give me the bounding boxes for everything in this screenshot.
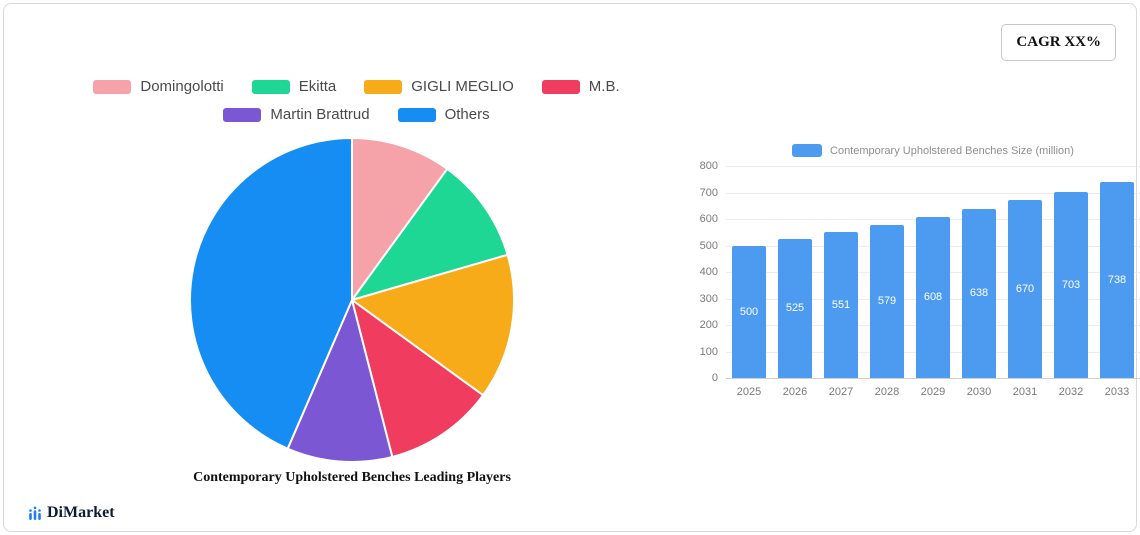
bar-2030[interactable]: 638 xyxy=(962,208,996,378)
bar-column: 738 xyxy=(1094,166,1140,378)
bar-column: 670 xyxy=(1002,166,1048,378)
bar-2032[interactable]: 703 xyxy=(1054,191,1088,378)
bar-value-label: 500 xyxy=(739,305,759,318)
bar-2027[interactable]: 551 xyxy=(824,232,858,378)
y-axis-tick-label: 400 xyxy=(699,266,718,278)
x-axis-tick-label: 2030 xyxy=(966,386,992,398)
bar-legend-swatch xyxy=(792,144,823,157)
y-axis-tick-label: 600 xyxy=(699,213,718,225)
legend-label: Ekitta xyxy=(298,78,337,95)
bar-chart: Contemporary Upholstered Benches Size (m… xyxy=(692,144,1140,398)
bar-column: 703 xyxy=(1048,166,1094,378)
pie-slice-ekitta[interactable] xyxy=(351,167,509,301)
pie-chart xyxy=(188,137,515,463)
x-axis-tick-label: 2032 xyxy=(1058,386,1084,398)
y-axis-tick-label: 300 xyxy=(699,292,718,305)
pie-slice-m-b-[interactable] xyxy=(351,299,485,458)
bar-2026[interactable]: 525 xyxy=(778,238,812,378)
bar-2029[interactable]: 608 xyxy=(916,216,950,378)
bar-value-label: 703 xyxy=(1061,278,1081,291)
brand-name: DiMarket xyxy=(47,504,115,521)
legend-label: M.B. xyxy=(588,78,620,95)
x-axis-tick-label: 2033 xyxy=(1104,386,1130,398)
legend-item-gigli-meglio[interactable]: GIGLI MEGLIO xyxy=(364,78,514,95)
bar-2025[interactable]: 500 xyxy=(732,245,766,378)
bar-chart-legend[interactable]: Contemporary Upholstered Benches Size (m… xyxy=(726,144,1140,157)
legend-item-martin-brattrud[interactable]: Martin Brattrud xyxy=(223,106,370,123)
legend-label: Others xyxy=(444,106,490,123)
legend-swatch xyxy=(93,79,132,94)
legend-swatch xyxy=(541,79,580,94)
legend-swatch xyxy=(364,79,403,94)
bar-x-axis-labels: 2025 2026 2027 2028 2029 2030 2031 2032 2033 xyxy=(726,386,1140,398)
y-axis-tick-label: 100 xyxy=(699,345,718,358)
pie-slice-martin-brattrud[interactable] xyxy=(286,299,394,463)
gridline xyxy=(726,192,1140,194)
legend-label: Domingolotti xyxy=(140,78,224,95)
x-axis-tick-label: 2028 xyxy=(874,386,900,398)
bar-2028[interactable]: 579 xyxy=(870,224,904,378)
bar-value-label: 670 xyxy=(1015,283,1035,296)
bar-plot: 0 100 200 300 400 500 600 700 800 500 525 551 579 608… xyxy=(700,160,1140,384)
legend-swatch xyxy=(397,107,436,122)
pie-chart-title: Contemporary Upholstered Benches Leading… xyxy=(193,470,511,485)
legend-row: Domingolotti Ekitta GIGLI MEGLIO M.B. xyxy=(64,78,649,95)
bar-column: 500 xyxy=(726,166,772,378)
legend-label: Martin Brattrud xyxy=(270,106,370,123)
bar-value-label: 525 xyxy=(785,302,805,315)
legend-label: GIGLI MEGLIO xyxy=(411,78,514,95)
cagr-badge[interactable]: CAGR XX% xyxy=(1001,24,1116,61)
pie-slice-gigli-meglio[interactable] xyxy=(351,253,515,397)
bar-column: 579 xyxy=(864,166,910,378)
x-axis-tick-label: 2025 xyxy=(736,386,762,398)
bar-legend-label: Contemporary Upholstered Benches Size (m… xyxy=(830,144,1074,157)
bar-value-label: 638 xyxy=(969,287,989,300)
legend-item-m-b-[interactable]: M.B. xyxy=(541,78,620,95)
bar-column: 525 xyxy=(772,166,818,378)
bar-2031[interactable]: 670 xyxy=(1008,200,1042,378)
bar-column: 608 xyxy=(910,166,956,378)
legend-swatch xyxy=(223,107,262,122)
pie-slice-others[interactable] xyxy=(188,137,353,450)
bar-plot-area: 0 100 200 300 400 500 600 700 800 500 525 551 579 608… xyxy=(700,160,1140,398)
report-card: CAGR XX% Domingolotti Ekitta GIGLI MEGLIO M… xyxy=(3,3,1140,532)
y-axis-tick-label: 0 xyxy=(711,372,718,384)
y-axis-tick-label: 500 xyxy=(699,239,718,252)
legend-item-domingolotti[interactable]: Domingolotti xyxy=(93,78,224,95)
pie-slice-domingolotti[interactable] xyxy=(351,137,449,301)
gridline xyxy=(726,166,1140,167)
bar-column: 551 xyxy=(818,166,864,378)
y-axis-tick-label: 200 xyxy=(699,319,718,331)
bar-value-label: 579 xyxy=(877,295,897,308)
x-axis-tick-label: 2027 xyxy=(828,386,854,398)
bar-value-label: 608 xyxy=(923,291,943,304)
bar-value-label: 551 xyxy=(831,299,851,311)
x-axis-tick-label: 2029 xyxy=(920,386,946,398)
bar-column: 638 xyxy=(956,166,1002,378)
legend-item-others[interactable]: Others xyxy=(397,106,490,123)
y-axis-tick-label: 800 xyxy=(699,160,718,172)
legend-item-ekitta[interactable]: Ekitta xyxy=(251,78,337,95)
pie-legend: Domingolotti Ekitta GIGLI MEGLIO M.B. Martin… xyxy=(64,78,649,123)
y-axis-tick-label: 700 xyxy=(699,186,718,199)
brand-bars-icon xyxy=(29,506,41,520)
legend-swatch xyxy=(251,79,290,94)
bar-value-label: 738 xyxy=(1107,274,1127,287)
brand-logo: DiMarket xyxy=(28,505,115,521)
x-axis-tick-label: 2026 xyxy=(782,386,808,398)
x-axis-tick-label: 2031 xyxy=(1012,386,1038,398)
bars-container: 500 525 551 579 608 638 670 703 738 xyxy=(726,166,1140,378)
legend-row: Martin Brattrud Others xyxy=(64,106,649,123)
bar-2033[interactable]: 738 xyxy=(1100,182,1134,378)
